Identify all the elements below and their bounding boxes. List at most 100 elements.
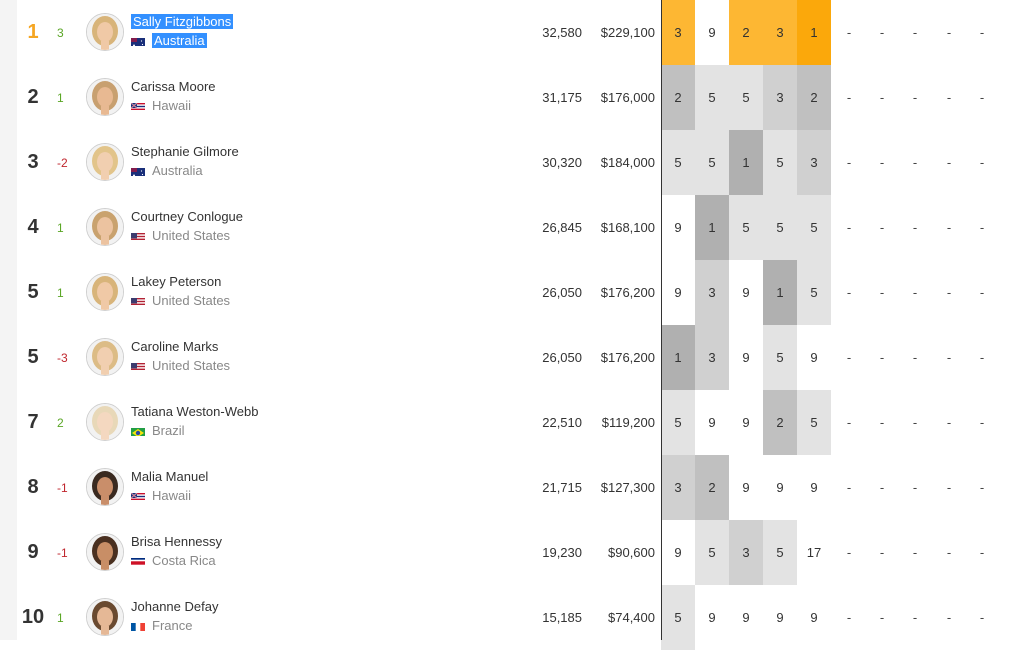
- athlete-avatar[interactable]: [86, 533, 124, 571]
- athlete-name[interactable]: Courtney Conlogue: [131, 209, 243, 224]
- event-result-cell[interactable]: 17: [797, 520, 831, 585]
- event-result-cell[interactable]: 9: [729, 325, 763, 390]
- event-result-cell[interactable]: 5: [695, 65, 729, 130]
- event-result-cell[interactable]: 3: [763, 0, 797, 65]
- event-result-cell[interactable]: 9: [661, 260, 695, 325]
- athlete-row[interactable]: 7 2 Tatiana Weston-Webb Brazil 22,510 $119,20…: [17, 390, 1016, 455]
- athlete-avatar[interactable]: [86, 13, 124, 51]
- athlete-row[interactable]: 4 1 Courtney Conlogue United States 26,845 $1…: [17, 195, 1016, 260]
- athlete-row[interactable]: 3 -2 Stephanie Gilmore Australia 30,320 $184,…: [17, 130, 1016, 195]
- event-result-cell[interactable]: 9: [763, 455, 797, 520]
- event-result-cell[interactable]: 1: [695, 195, 729, 260]
- athlete-avatar[interactable]: [86, 273, 124, 311]
- event-result-cell[interactable]: 2: [661, 65, 695, 130]
- event-result-cell[interactable]: 9: [695, 585, 729, 650]
- event-result-cell[interactable]: 5: [661, 390, 695, 455]
- athlete-name[interactable]: Caroline Marks: [131, 339, 218, 354]
- athlete-avatar[interactable]: [86, 468, 124, 506]
- athlete-country: France: [131, 618, 192, 633]
- athlete-name-text[interactable]: Courtney Conlogue: [131, 209, 244, 224]
- event-result-cell[interactable]: 9: [729, 585, 763, 650]
- athlete-name[interactable]: Lakey Peterson: [131, 274, 221, 289]
- athlete-row[interactable]: 9 -1 Brisa Hennessy Costa Rica 19,230 $90,600…: [17, 520, 1016, 585]
- event-result-cell[interactable]: 5: [729, 65, 763, 130]
- athlete-avatar[interactable]: [86, 143, 124, 181]
- athlete-name-text[interactable]: Brisa Hennessy: [131, 534, 223, 549]
- athlete-name-text[interactable]: Tatiana Weston-Webb: [131, 404, 259, 419]
- event-result-cell[interactable]: 9: [729, 260, 763, 325]
- event-result-cell[interactable]: 1: [661, 325, 695, 390]
- event-result-cell[interactable]: 9: [763, 585, 797, 650]
- event-result-cell[interactable]: 5: [797, 260, 831, 325]
- athlete-name[interactable]: Johanne Defay: [131, 599, 218, 614]
- event-result-cell[interactable]: 5: [763, 195, 797, 260]
- event-result-cell[interactable]: 1: [729, 130, 763, 195]
- event-result-cell[interactable]: 3: [763, 65, 797, 130]
- flag-france-icon: [131, 621, 145, 631]
- event-result-cell[interactable]: 5: [695, 520, 729, 585]
- rank-change: -3: [57, 350, 68, 365]
- country-name: United States: [152, 228, 231, 243]
- athlete-name[interactable]: Tatiana Weston-Webb: [131, 404, 258, 419]
- event-result-cell[interactable]: 5: [695, 130, 729, 195]
- athlete-name-text[interactable]: Caroline Marks: [131, 339, 219, 354]
- event-result-cell[interactable]: 3: [661, 0, 695, 65]
- athlete-row[interactable]: 8 -1 Malia Manuel Hawaii 21,715 $127,300 3 2 9 9 9…: [17, 455, 1016, 520]
- event-result-cell[interactable]: 9: [695, 390, 729, 455]
- rank-change: -1: [57, 545, 68, 560]
- event-result-cell[interactable]: 5: [729, 195, 763, 260]
- athlete-avatar[interactable]: [86, 598, 124, 636]
- athlete-name[interactable]: Stephanie Gilmore: [131, 144, 239, 159]
- event-result-cell[interactable]: 9: [695, 0, 729, 65]
- event-result-cell[interactable]: 3: [695, 325, 729, 390]
- event-result-cell[interactable]: 2: [729, 0, 763, 65]
- event-result-cell[interactable]: 9: [661, 195, 695, 260]
- event-result-cell[interactable]: 9: [729, 390, 763, 455]
- athlete-prize-money: $74,400: [608, 610, 655, 625]
- athlete-name-text[interactable]: Stephanie Gilmore: [131, 144, 239, 159]
- event-result-cell[interactable]: 9: [797, 325, 831, 390]
- event-result-cell[interactable]: 1: [797, 0, 831, 65]
- athlete-avatar[interactable]: [86, 78, 124, 116]
- athlete-row[interactable]: 10 1 Johanne Defay France 15,185 $74,400 5 9 9 9 9…: [17, 585, 1016, 650]
- athlete-name[interactable]: Carissa Moore: [131, 79, 216, 94]
- athlete-name-text[interactable]: Sally Fitzgibbons: [131, 14, 234, 29]
- event-result-cell[interactable]: 2: [695, 455, 729, 520]
- event-result-cell[interactable]: 2: [797, 65, 831, 130]
- athlete-row[interactable]: 1 3 Sally Fitzgibbons Australia 32,580 $229,1…: [17, 0, 1016, 65]
- event-result-cell[interactable]: 1: [763, 260, 797, 325]
- event-result-cell[interactable]: 5: [763, 130, 797, 195]
- athlete-name[interactable]: Sally Fitzgibbons: [131, 14, 234, 29]
- event-result-cell[interactable]: 5: [763, 520, 797, 585]
- pending-event-cell: -: [879, 90, 885, 105]
- athlete-avatar[interactable]: [86, 338, 124, 376]
- athlete-row[interactable]: 5 -3 Caroline Marks United States 26,050 $176…: [17, 325, 1016, 390]
- event-result-cell[interactable]: 3: [729, 520, 763, 585]
- athlete-row[interactable]: 2 1 Carissa Moore Hawaii 31,175 $176,000 2 5 5 3 2…: [17, 65, 1016, 130]
- athlete-name[interactable]: Brisa Hennessy: [131, 534, 222, 549]
- country-name: Hawaii: [152, 98, 192, 113]
- athlete-row[interactable]: 5 1 Lakey Peterson United States 26,050 $176,…: [17, 260, 1016, 325]
- event-result-cell[interactable]: 5: [661, 585, 695, 650]
- athlete-name-text[interactable]: Carissa Moore: [131, 79, 216, 94]
- athlete-name-text[interactable]: Lakey Peterson: [131, 274, 222, 289]
- athlete-avatar[interactable]: [86, 208, 124, 246]
- event-result-cell[interactable]: 3: [797, 130, 831, 195]
- event-result-cell[interactable]: 9: [797, 455, 831, 520]
- event-result-cell[interactable]: 5: [797, 195, 831, 260]
- event-result-cell[interactable]: 5: [763, 325, 797, 390]
- athlete-name-text[interactable]: Johanne Defay: [131, 599, 219, 614]
- athlete-avatar[interactable]: [86, 403, 124, 441]
- pending-event-cell: -: [979, 545, 985, 560]
- athlete-name-text[interactable]: Malia Manuel: [131, 469, 209, 484]
- event-result-cell[interactable]: 3: [661, 455, 695, 520]
- country-name: Australia: [152, 33, 207, 48]
- event-result-cell[interactable]: 9: [729, 455, 763, 520]
- event-result-cell[interactable]: 3: [695, 260, 729, 325]
- event-result-cell[interactable]: 9: [797, 585, 831, 650]
- event-result-cell[interactable]: 2: [763, 390, 797, 455]
- event-result-cell[interactable]: 5: [661, 130, 695, 195]
- athlete-name[interactable]: Malia Manuel: [131, 469, 208, 484]
- event-result-cell[interactable]: 9: [661, 520, 695, 585]
- event-result-cell[interactable]: 5: [797, 390, 831, 455]
